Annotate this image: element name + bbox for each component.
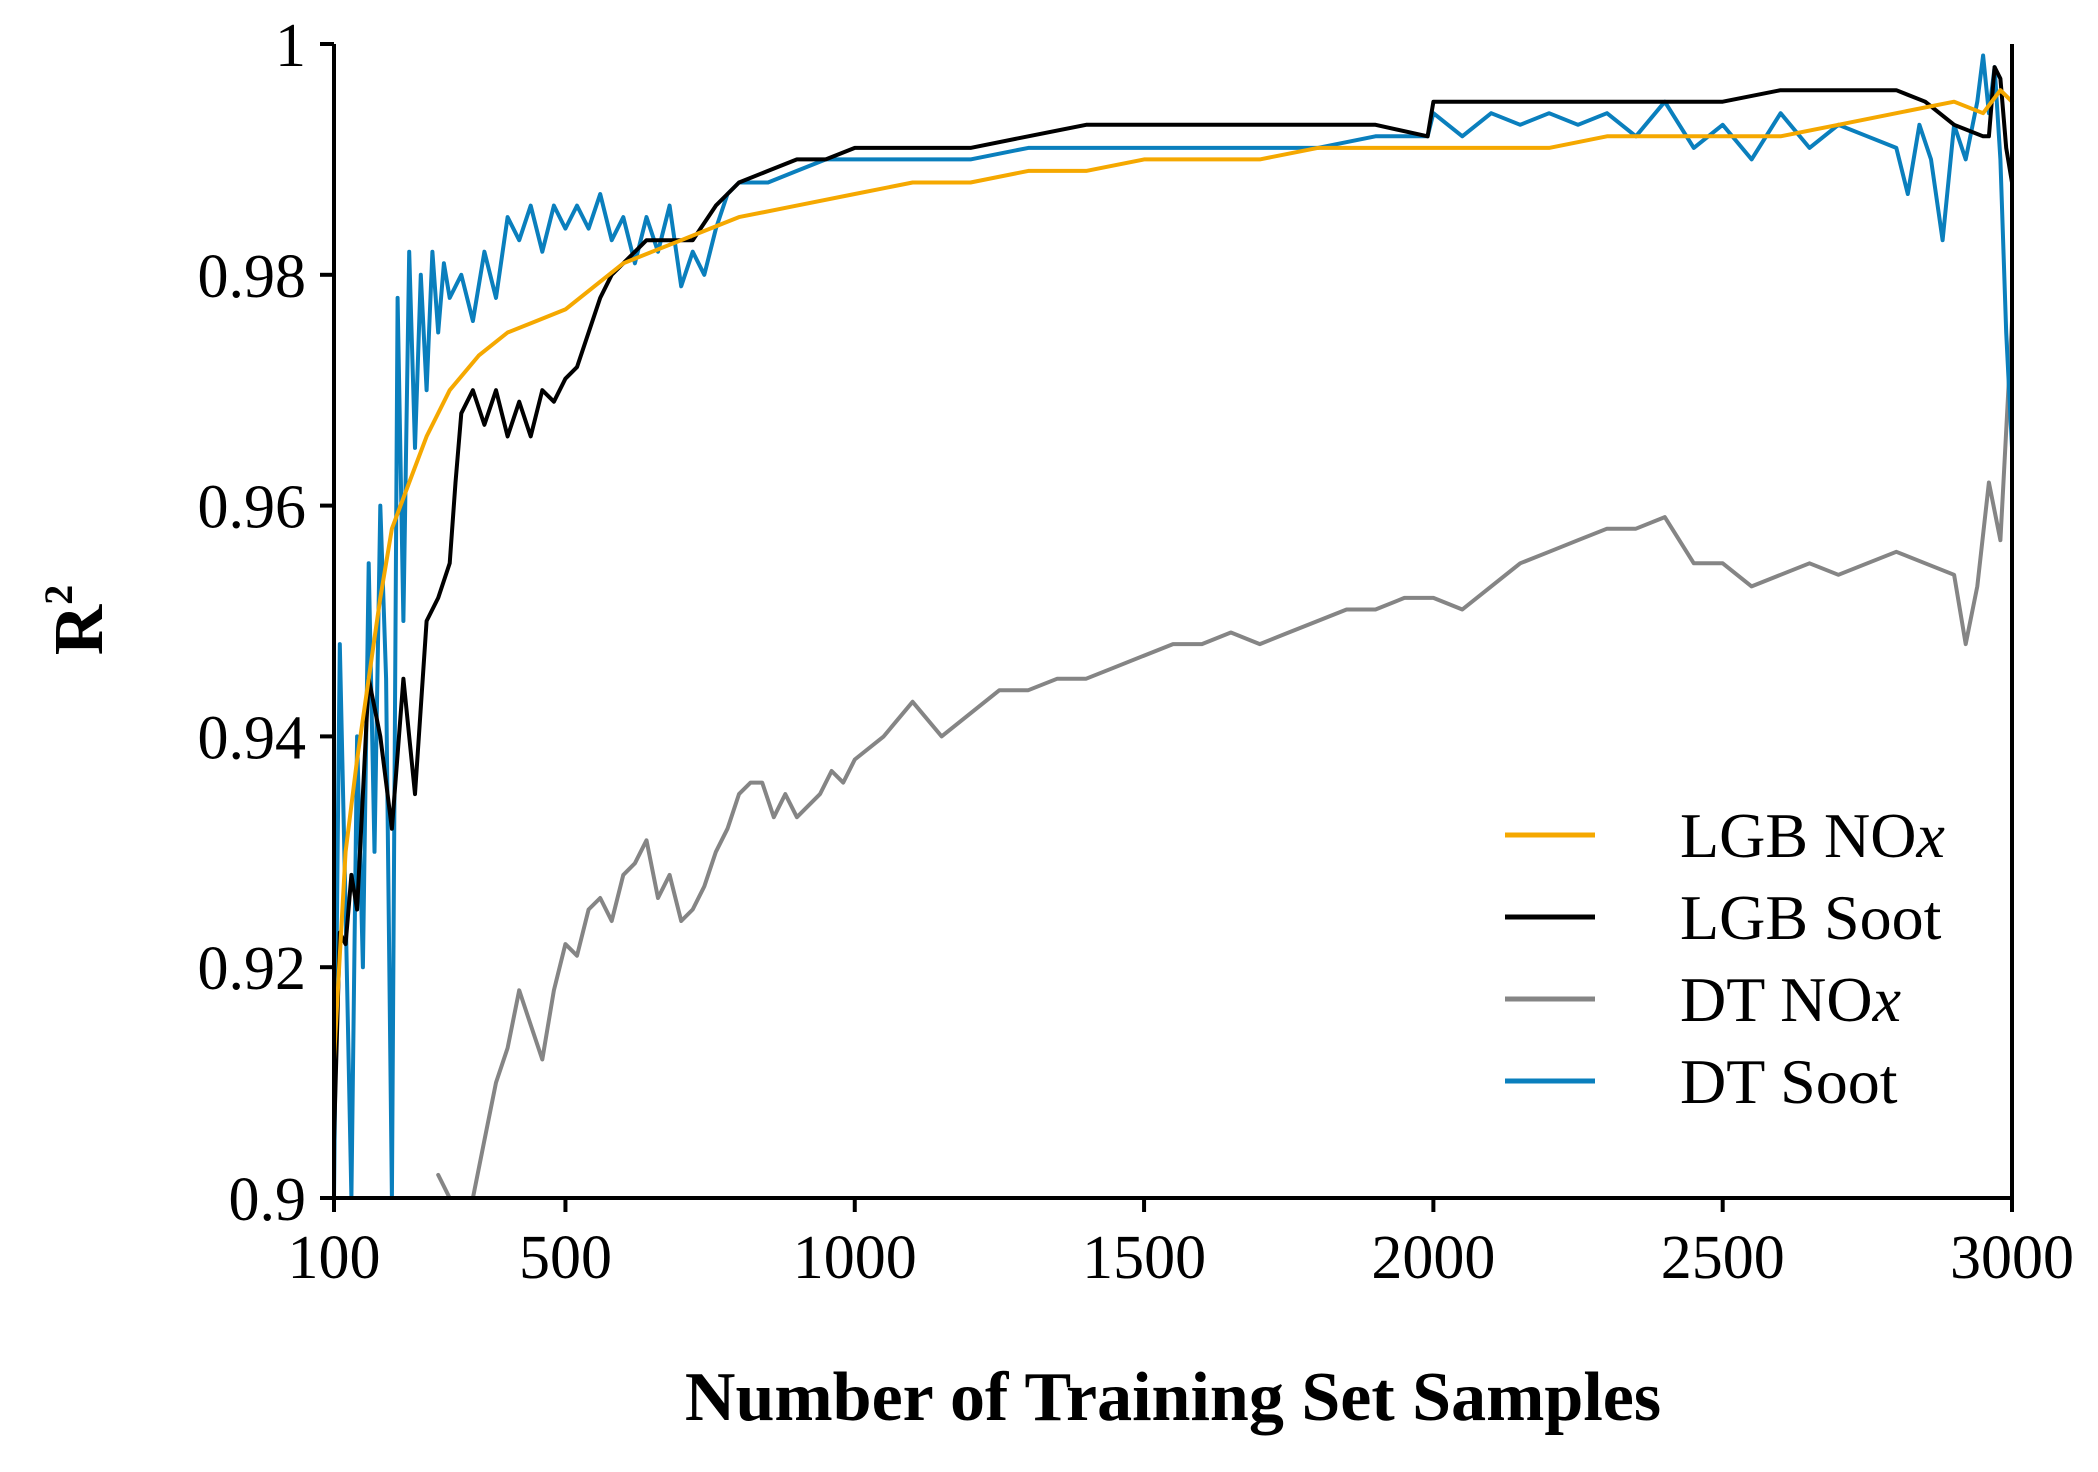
- ticks: 100 500 1000 1500 2000 2500 3000 0.9 0.92 0.94 0.9…: [198, 12, 2075, 1292]
- y-axis-title-base: R: [41, 603, 118, 655]
- legend-label: LGB NOx: [1680, 800, 1945, 871]
- y-axis-title-superscript: 2: [36, 585, 81, 605]
- x-tick-label: 500: [519, 1224, 612, 1292]
- y-tick-label: 0.96: [198, 474, 307, 542]
- y-axis-title: R2: [36, 585, 118, 656]
- x-tick-label: 100: [288, 1224, 381, 1292]
- plot-area: [332, 53, 2014, 1200]
- y-tick-label: 0.98: [198, 243, 307, 311]
- series-line-lgb-nox: [332, 88, 2014, 1062]
- x-tick-label: 2000: [1371, 1224, 1495, 1292]
- x-tick-label: 2500: [1661, 1224, 1785, 1292]
- legend-label: DT Soot: [1680, 1046, 1898, 1117]
- x-tick-label: 1500: [1082, 1224, 1206, 1292]
- legend: LGB NOx LGB Soot DT NOx DT Soot: [1505, 800, 1945, 1117]
- x-tick-label: 3000: [1950, 1224, 2074, 1292]
- series-line-dt-nox: [436, 319, 2014, 1200]
- legend-label: DT NOx: [1680, 964, 1901, 1035]
- y-tick-label: 0.9: [229, 1166, 307, 1234]
- legend-label: LGB Soot: [1680, 882, 1942, 953]
- y-tick-label: 0.92: [198, 935, 307, 1003]
- y-tick-label: 1: [275, 12, 306, 80]
- axes: [332, 44, 2014, 1200]
- x-axis-title: Number of Training Set Samples: [685, 1359, 1661, 1436]
- series-line-lgb-soot: [332, 65, 2014, 1143]
- x-tick-label: 1000: [793, 1224, 917, 1292]
- y-tick-label: 0.94: [198, 704, 307, 772]
